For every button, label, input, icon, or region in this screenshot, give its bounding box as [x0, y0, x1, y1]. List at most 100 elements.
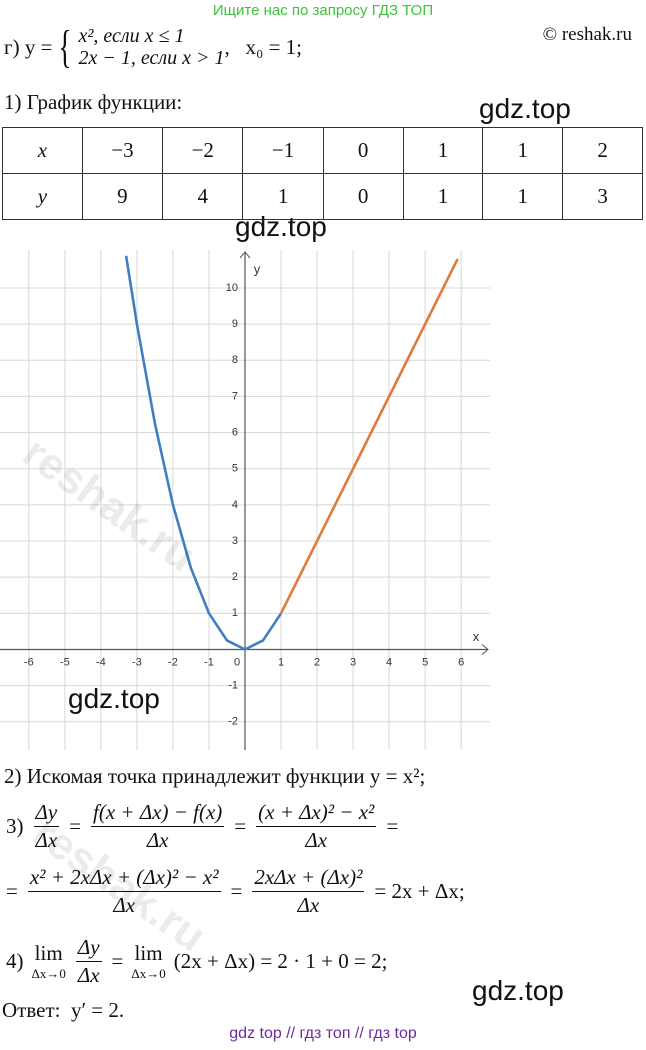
x-tick-label: 0 [234, 656, 240, 668]
step-4: 4) lim Δx→0 Δy Δx = lim Δx→0 (2x + Δx) = 2 · 1 +… [2, 935, 391, 1000]
table-cell: −2 [162, 127, 244, 174]
fraction: x² + 2xΔx + (Δx)² − x² Δx [27, 865, 221, 918]
denominator: Δx [305, 828, 328, 852]
case: 2x − 1, если x > 1 [78, 47, 225, 69]
cases: x², если x ≤ 1 2x − 1, если x > 1 [79, 25, 225, 69]
x-tick-label: 2 [314, 656, 320, 668]
numerator: x² + 2xΔx + (Δx)² − x² [27, 865, 221, 892]
numerator: Δy [75, 935, 102, 962]
y-arrow [239, 251, 251, 259]
math-text: 4) [6, 949, 24, 973]
numerator: (x + Δx)² − x² [256, 800, 377, 827]
limit-word: lim [34, 941, 63, 965]
y-tick-label: 8 [232, 354, 238, 366]
x-tick-label: -4 [96, 656, 106, 668]
watermark: gdz.top [479, 93, 571, 124]
x-tick-label: -6 [24, 656, 34, 668]
fraction: (x + Δx)² − x² Δx [256, 800, 377, 853]
limit: lim Δx→0 [131, 941, 165, 982]
footer: gdz top // гдз топ // гдз top [229, 1025, 417, 1042]
y-tick-label: -1 [228, 680, 238, 692]
step-1: 1) График функции: [4, 90, 183, 114]
numerator: Δy [33, 800, 60, 827]
curve [124, 255, 283, 651]
limit-sub: Δx→0 [131, 966, 166, 981]
x-tick-label: 3 [350, 656, 356, 668]
x-tick-label: 1 [278, 656, 284, 668]
table-cell: 2 [562, 127, 643, 174]
curve [279, 258, 459, 614]
y-tick-label: 1 [232, 607, 238, 619]
fraction: f(x + Δx) − f(x) Δx [91, 800, 225, 853]
point: , x₀ = 1; [224, 34, 303, 59]
y-tick-label: -2 [228, 716, 238, 728]
y-tick-label: 5 [232, 463, 238, 475]
x-tick-label: -5 [60, 656, 70, 668]
table-cell: −1 [242, 127, 324, 174]
math-text: (2x + Δx) = 2 · 1 + 0 = 2; [173, 949, 388, 973]
denominator: Δx [77, 963, 100, 987]
brace: { [58, 21, 73, 72]
problem: г) y = { x², если x ≤ 1 2x − 1, если x >… [4, 24, 302, 70]
limit-sub: Δx→0 [31, 966, 66, 981]
y-tick-label: 2 [232, 571, 238, 583]
x-arrow [481, 644, 489, 655]
math-text: = [386, 814, 399, 838]
math-line: 4) lim Δx→0 Δy Δx = lim Δx→0 (2x + Δx) = 2 · 1 +… [2, 935, 391, 988]
limit-word: lim [134, 941, 163, 965]
math-text: = [6, 879, 18, 903]
watermark: gdz.top [472, 975, 564, 1006]
table-cell: 0 [322, 127, 404, 174]
case: x², если x ≤ 1 [78, 25, 185, 47]
math-text: = [234, 814, 247, 838]
denominator: Δx [113, 893, 135, 917]
math-text: 3) [6, 814, 24, 838]
y-tick-label: 7 [232, 390, 238, 402]
x-tick-label: -1 [204, 656, 214, 668]
denominator: Δx [35, 828, 58, 852]
y-tick-label: 4 [232, 499, 238, 511]
banner: Ищите нас по запросу ГДЗ ТОП [212, 2, 434, 19]
copyright: © reshak.ru [542, 24, 632, 45]
math-line: 3) Δy Δx = f(x + Δx) − f(x) Δx = (x + Δx)² − x²… [2, 800, 469, 853]
x-tick-label: 4 [386, 656, 392, 668]
x-axis-label: x [473, 629, 480, 644]
problem-label: г) y = [4, 34, 53, 59]
fraction: Δy Δx [33, 800, 60, 853]
x-tick-label: 6 [458, 656, 464, 668]
fraction: 2xΔx + (Δx)² Δx [252, 865, 365, 918]
table-cell: 4 [162, 173, 244, 220]
table-cell: −3 [81, 127, 164, 174]
math-text: = [69, 814, 81, 838]
table-cell: y [2, 173, 83, 220]
step-3: 3) Δy Δx = f(x + Δx) − f(x) Δx = (x + Δx)² − x²… [2, 800, 469, 930]
table-cell: 1 [242, 173, 324, 220]
table-cell: 0 [322, 173, 404, 220]
table-cell: 1 [402, 127, 484, 174]
table-cell: 1 [482, 127, 564, 174]
fraction: Δy Δx [75, 935, 102, 988]
table-cell: 3 [562, 173, 643, 220]
y-tick-label: 6 [232, 426, 238, 438]
watermark: gdz.top [235, 211, 327, 242]
denominator: Δx [297, 893, 320, 917]
numerator: f(x + Δx) − f(x) [91, 800, 225, 827]
table-cell: 1 [482, 173, 564, 220]
y-tick-label: 10 [226, 282, 238, 294]
answer: Ответ: y′ = 2. [2, 998, 125, 1022]
numerator: 2xΔx + (Δx)² [252, 865, 365, 892]
limit: lim Δx→0 [32, 941, 66, 982]
table-cell: 9 [81, 173, 164, 220]
y-axis-label: y [254, 261, 261, 276]
table-row: x −3 −2 −1 0 1 1 2 [2, 127, 643, 174]
step-2: 2) Искомая точка принадлежит функции y =… [4, 764, 426, 788]
graph: -6 -5 -4 -3 -2 -1 0 1 2 3 4 5 6 -2 -1 1 2 3 4 5 6 7 8 9 10 x y [0, 250, 490, 750]
value-table: x −3 −2 −1 0 1 1 2 y 9 4 1 0 1 1 3 [2, 127, 643, 220]
table-cell: x [2, 127, 83, 174]
y-tick-label: 9 [232, 318, 238, 330]
table-cell: 1 [402, 173, 484, 220]
denominator: Δx [146, 828, 169, 852]
x-tick-label: 5 [422, 656, 428, 668]
